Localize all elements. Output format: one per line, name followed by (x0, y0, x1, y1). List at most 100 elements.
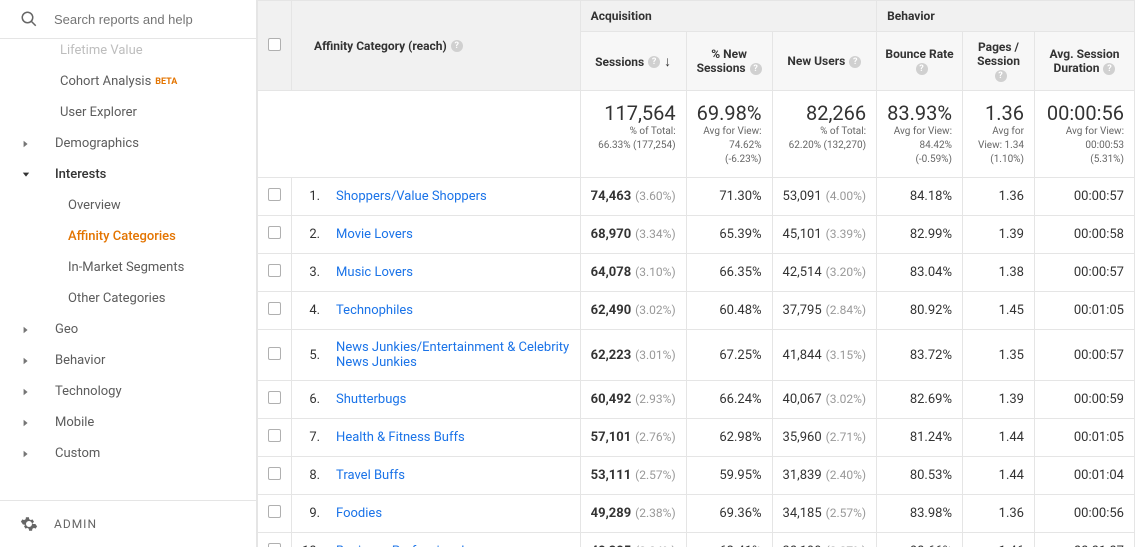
nav-demographics[interactable]: Demographics (0, 128, 256, 159)
help-icon[interactable]: ? (995, 70, 1007, 82)
help-icon[interactable]: ? (648, 56, 660, 68)
row-checkbox[interactable] (268, 505, 281, 518)
row-checkbox[interactable] (268, 264, 281, 277)
nav-custom[interactable]: Custom (0, 438, 256, 469)
search-input[interactable] (54, 12, 240, 27)
header-pct-new-sessions[interactable]: % New Sessions? (686, 32, 772, 91)
row-duration: 00:00:58 (1035, 216, 1135, 254)
row-bounce: 83.72% (877, 330, 963, 381)
summary-duration: 00:00:56Avg for View:00:00:53(5.31%) (1035, 91, 1135, 178)
row-checkbox[interactable] (268, 467, 281, 480)
category-link[interactable]: Shutterbugs (336, 392, 406, 407)
summary-pages: 1.36Avg forView: 1.34(1.10%) (963, 91, 1035, 178)
nav-label: Cohort Analysis (60, 74, 151, 89)
row-checkbox[interactable] (268, 226, 281, 239)
row-duration: 00:00:56 (1035, 495, 1135, 533)
header-label: % New Sessions (697, 47, 747, 75)
search-bar[interactable] (0, 0, 256, 39)
nav-lifetime-value[interactable]: Lifetime Value (0, 39, 256, 66)
row-bounce: 80.92% (877, 292, 963, 330)
header-dimension[interactable]: Affinity Category (reach)? (292, 1, 581, 91)
category-link[interactable]: News Junkies/Entertainment & Celebrity N… (336, 340, 569, 370)
main-content: Affinity Category (reach)? Acquisition B… (257, 0, 1135, 547)
nav-user-explorer[interactable]: User Explorer (0, 97, 256, 128)
row-pct-new: 65.39% (686, 216, 772, 254)
category-link[interactable]: Foodies (336, 506, 382, 521)
header-label: Affinity Category (reach) (314, 39, 447, 53)
nav-label: Overview (68, 198, 121, 213)
row-pages: 1.46 (963, 533, 1035, 547)
row-checkbox[interactable] (268, 429, 281, 442)
row-checkbox[interactable] (268, 543, 281, 547)
row-pages: 1.36 (963, 495, 1035, 533)
help-icon[interactable]: ? (849, 56, 861, 68)
row-sessions: 60,492(2.93%) (580, 381, 686, 419)
row-bounce: 80.66% (877, 533, 963, 547)
chevron-down-icon (22, 170, 32, 180)
row-duration: 00:00:57 (1035, 178, 1135, 216)
nav-label: Other Categories (68, 291, 165, 306)
help-icon[interactable]: ? (451, 40, 463, 52)
report-table: Affinity Category (reach)? Acquisition B… (257, 0, 1135, 547)
nav-cohort-analysis[interactable]: Cohort AnalysisBETA (0, 66, 256, 97)
row-pages: 1.36 (963, 178, 1035, 216)
nav-label: Behavior (55, 353, 105, 368)
nav-affinity-categories[interactable]: Affinity Categories (0, 221, 256, 252)
category-link[interactable]: Travel Buffs (336, 468, 405, 483)
header-avg-duration[interactable]: Avg. Session Duration? (1035, 32, 1135, 91)
row-category: Movie Lovers (326, 216, 580, 254)
nav-interests[interactable]: Interests (0, 159, 256, 190)
category-link[interactable]: Technophiles (336, 303, 413, 318)
row-sessions: 64,078(3.10%) (580, 254, 686, 292)
nav-mobile[interactable]: Mobile (0, 407, 256, 438)
sort-desc-icon: ↓ (664, 53, 671, 70)
row-checkbox[interactable] (268, 188, 281, 201)
row-duration: 00:01:04 (1035, 457, 1135, 495)
row-index: 8. (292, 457, 327, 495)
row-bounce: 80.53% (877, 457, 963, 495)
admin-link[interactable]: ADMIN (0, 500, 256, 547)
category-link[interactable]: Music Lovers (336, 265, 413, 280)
row-checkbox[interactable] (268, 302, 281, 315)
select-all-checkbox[interactable] (268, 38, 281, 51)
nav-in-market[interactable]: In-Market Segments (0, 252, 256, 283)
row-category: Business Professionals (326, 533, 580, 547)
nav-overview[interactable]: Overview (0, 190, 256, 221)
header-sessions[interactable]: Sessions?↓ (580, 32, 686, 91)
nav-geo[interactable]: Geo (0, 314, 256, 345)
header-label: New Users (787, 54, 845, 68)
row-category: Technophiles (326, 292, 580, 330)
header-bounce-rate[interactable]: Bounce Rate? (877, 32, 963, 91)
row-pages: 1.39 (963, 216, 1035, 254)
header-label: Bounce Rate (885, 47, 953, 61)
row-sessions: 62,223(3.01%) (580, 330, 686, 381)
row-checkbox-cell (258, 381, 292, 419)
help-icon[interactable]: ? (1103, 63, 1115, 75)
help-icon[interactable]: ? (916, 63, 928, 75)
row-checkbox[interactable] (268, 347, 281, 360)
row-category: Travel Buffs (326, 457, 580, 495)
nav-label: Technology (55, 384, 122, 399)
category-link[interactable]: Health & Fitness Buffs (336, 430, 465, 445)
row-category: News Junkies/Entertainment & Celebrity N… (326, 330, 580, 381)
header-checkbox-cell (258, 1, 292, 91)
help-icon[interactable]: ? (750, 63, 762, 75)
table-row: 1.Shoppers/Value Shoppers74,463(3.60%)71… (258, 178, 1135, 216)
row-bounce: 82.99% (877, 216, 963, 254)
row-checkbox[interactable] (268, 391, 281, 404)
row-index: 4. (292, 292, 327, 330)
row-pages: 1.35 (963, 330, 1035, 381)
row-pct-new: 59.95% (686, 457, 772, 495)
header-pages-session[interactable]: Pages / Session? (963, 32, 1035, 91)
nav-other-categories[interactable]: Other Categories (0, 283, 256, 314)
category-link[interactable]: Movie Lovers (336, 227, 413, 242)
nav-behavior[interactable]: Behavior (0, 345, 256, 376)
row-sessions: 62,490(3.02%) (580, 292, 686, 330)
row-duration: 00:00:57 (1035, 254, 1135, 292)
chevron-right-icon (22, 418, 32, 428)
header-new-users[interactable]: New Users? (772, 32, 877, 91)
summary-sessions: 117,564% of Total:66.33% (177,254) (580, 91, 686, 178)
nav-technology[interactable]: Technology (0, 376, 256, 407)
row-index: 3. (292, 254, 327, 292)
category-link[interactable]: Shoppers/Value Shoppers (336, 189, 487, 204)
